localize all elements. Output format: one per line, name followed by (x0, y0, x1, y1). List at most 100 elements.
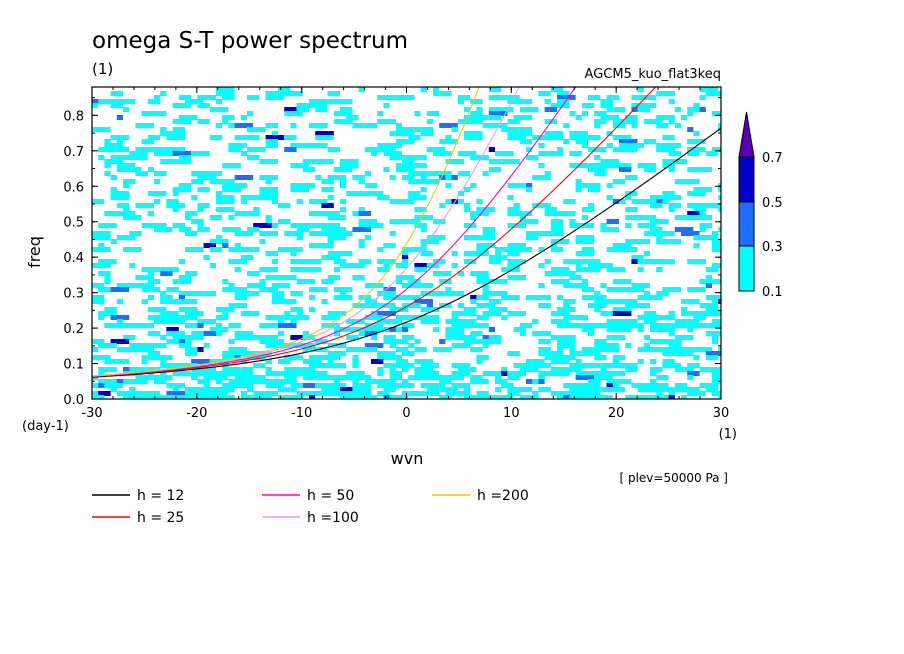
field-cell (470, 379, 489, 384)
field-cell (600, 103, 613, 108)
field-cell (240, 311, 260, 316)
field-cell (116, 283, 136, 288)
colorbar-segment (738, 201, 755, 247)
field-cell (358, 243, 365, 248)
field-cell (389, 343, 396, 348)
field-cell (389, 371, 396, 376)
field-cell (445, 151, 452, 156)
field-cell (433, 319, 440, 324)
field-cell (240, 255, 247, 260)
field-cell (674, 227, 694, 232)
field-cell (538, 143, 545, 148)
field-cell (271, 223, 278, 228)
field-cell (129, 387, 136, 392)
field-cell (389, 395, 396, 399)
field-cell (228, 247, 241, 252)
field-cell (538, 283, 545, 288)
field-cell (228, 383, 235, 388)
field-cell (451, 363, 464, 368)
field-cell (594, 351, 601, 356)
field-cell (321, 255, 340, 260)
field-cell (569, 135, 582, 140)
field-cell (705, 351, 721, 356)
field-cell (451, 383, 458, 388)
colorbar-label: 0.7 (762, 151, 783, 166)
field-cell (197, 347, 204, 352)
field-cell (234, 375, 247, 380)
field-cell (581, 323, 588, 328)
field-cell (371, 347, 378, 352)
field-cell (414, 111, 421, 116)
field-cell (358, 219, 378, 224)
field-cell (185, 299, 192, 304)
field-cell (687, 319, 700, 324)
field-cell (575, 179, 582, 184)
field-cell (166, 339, 173, 344)
field-cell (234, 123, 254, 128)
field-cell (209, 107, 229, 112)
field-cell (228, 395, 235, 399)
field-cell (116, 359, 130, 364)
field-cell (575, 163, 588, 168)
field-cell (296, 103, 316, 108)
field-cell (321, 299, 328, 304)
field-cell (346, 371, 365, 376)
field-cell (172, 119, 192, 124)
field-cell (383, 167, 390, 172)
field-cell (581, 351, 595, 356)
field-cell (389, 375, 402, 380)
field-cell (681, 311, 700, 316)
field-cell (495, 95, 508, 100)
field-cell (445, 183, 452, 188)
field-cell (519, 139, 533, 144)
field-cell (625, 115, 638, 120)
field-cell (197, 119, 210, 124)
field-cell (340, 291, 347, 296)
field-cell (699, 391, 706, 396)
field-cell (333, 167, 353, 172)
field-cell (674, 383, 681, 388)
x-tick-label: 10 (503, 406, 520, 421)
field-cell (581, 143, 588, 148)
field-cell (656, 259, 675, 264)
field-cell (482, 311, 502, 316)
field-cell (352, 275, 365, 280)
field-cell (284, 311, 291, 316)
field-cell (712, 263, 721, 268)
field-cell (377, 367, 384, 372)
field-cell (110, 339, 130, 344)
field-cell (712, 323, 721, 328)
field-cell (253, 147, 260, 152)
field-cell (451, 127, 458, 132)
field-cell (588, 163, 607, 168)
field-cell (154, 375, 173, 380)
field-cell (123, 379, 142, 384)
field-cell (222, 119, 229, 124)
field-cell (265, 323, 285, 328)
field-cell (234, 243, 241, 248)
field-cell (92, 247, 111, 252)
chart-title-unit: (1) (92, 60, 113, 78)
field-cell (358, 179, 365, 184)
field-cell (612, 379, 626, 384)
field-cell (110, 191, 130, 196)
field-cell (464, 115, 483, 120)
field-cell (395, 355, 402, 360)
field-cell (247, 127, 266, 132)
field-cell (172, 159, 185, 164)
field-cell (470, 299, 477, 304)
field-cell (612, 95, 619, 100)
field-cell (172, 335, 192, 340)
field-cell (457, 119, 464, 124)
field-cell (550, 239, 570, 244)
field-cell (519, 331, 526, 336)
field-cell (594, 375, 613, 380)
field-cell (259, 239, 266, 244)
field-cell (402, 395, 409, 399)
field-cell (172, 395, 192, 399)
colorbar-arrow (738, 111, 755, 158)
field-cell (247, 227, 260, 232)
field-cell (302, 167, 316, 172)
field-cell (333, 383, 347, 388)
field-cell (98, 271, 105, 276)
